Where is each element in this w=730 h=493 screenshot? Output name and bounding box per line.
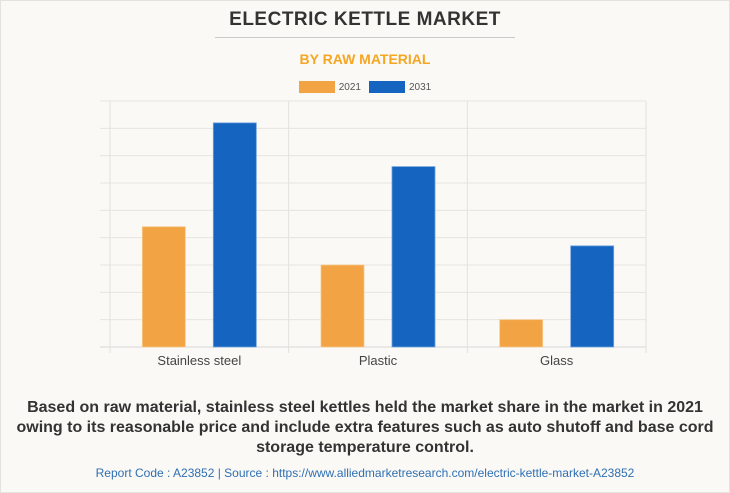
legend-swatch-2021 [298,81,335,93]
legend-item-2031[interactable]: 2031 [369,81,431,93]
bar-chart: Stainless steel Plastic Glass [100,100,647,368]
source-footer[interactable]: Report Code : A23852 | Source : https://… [95,466,635,480]
bar-glass-2021 [499,319,544,348]
bar-plastic-2031 [391,166,436,348]
legend-item-2021[interactable]: 2021 [298,81,361,93]
legend-label-2031: 2031 [409,81,432,93]
legend-label-2021: 2021 [338,81,361,93]
legend-swatch-2031 [369,81,405,93]
legend: 2021 2031 [0,81,730,93]
title-divider [215,37,515,38]
chart-title: ELECTRIC KETTLE MARKET [229,9,501,30]
chart-description: Based on raw material, stainless steel k… [16,399,714,456]
bar-plastic-2021 [320,264,365,348]
bar-stainless-steel-2031 [212,122,257,348]
chart-subtitle: BY RAW MATERIAL [299,51,431,67]
x-tick-label: Stainless steel [157,353,241,368]
bar-stainless-steel-2021 [141,226,186,348]
bar-glass-2031 [570,245,615,348]
x-tick-label: Plastic [359,353,398,368]
x-tick-label: Glass [540,353,574,368]
